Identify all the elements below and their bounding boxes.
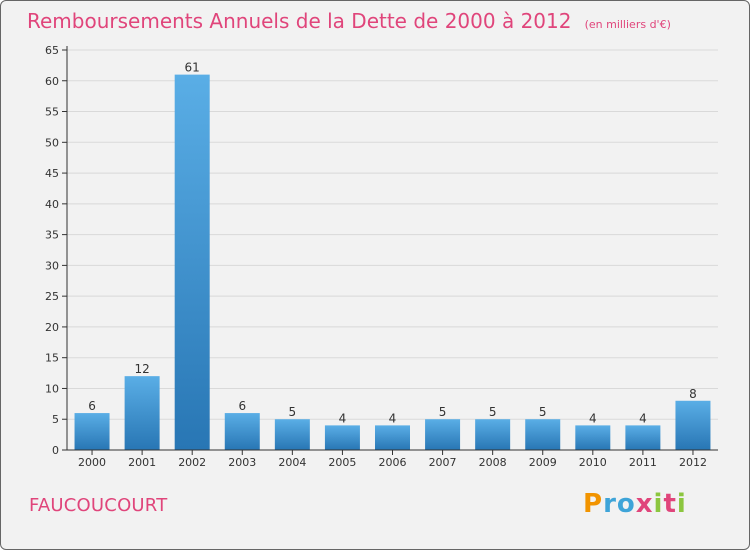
- bar-value-label: 12: [134, 362, 149, 376]
- bar-value-label: 61: [185, 61, 200, 75]
- commune-name: FAUCOUCOURT: [29, 495, 168, 516]
- x-tick-label: 2008: [479, 456, 507, 469]
- bar-value-label: 4: [389, 411, 397, 425]
- bar-value-label: 6: [238, 399, 246, 413]
- y-tick-label: 65: [45, 44, 59, 57]
- y-tick-label: 40: [45, 198, 59, 211]
- logo-letter: r: [603, 489, 617, 519]
- logo-letter: P: [583, 489, 604, 519]
- bar-value-label: 5: [489, 405, 497, 419]
- y-tick-label: 60: [45, 75, 59, 88]
- title-row: Remboursements Annuels de la Dette de 20…: [27, 9, 671, 33]
- x-tick-label: 2012: [679, 456, 707, 469]
- y-tick-label: 30: [45, 259, 59, 272]
- bar-2008: [475, 419, 511, 450]
- bar-value-label: 6: [88, 399, 96, 413]
- bar-2012: [675, 400, 711, 450]
- chart-unit: (en milliers d'€): [584, 18, 671, 31]
- bar-2001: [124, 376, 160, 450]
- bar-2007: [425, 419, 461, 450]
- bar-value-label: 4: [339, 411, 347, 425]
- x-tick-label: 2004: [278, 456, 306, 469]
- x-tick-label: 2011: [629, 456, 657, 469]
- y-tick-label: 50: [45, 136, 59, 149]
- bar-2009: [525, 419, 561, 450]
- bar-value-label: 4: [639, 411, 647, 425]
- bar-2000: [74, 413, 110, 450]
- logo-letter: x: [635, 489, 654, 519]
- bar-2010: [575, 425, 611, 450]
- y-tick-label: 35: [45, 229, 59, 242]
- logo-letter: t: [663, 489, 677, 519]
- chart-title: Remboursements Annuels de la Dette de 20…: [27, 9, 572, 33]
- x-tick-label: 2009: [529, 456, 557, 469]
- y-tick-label: 15: [45, 352, 59, 365]
- bar-2003: [224, 413, 260, 450]
- y-tick-label: 10: [45, 382, 59, 395]
- bar-value-label: 5: [289, 405, 297, 419]
- x-tick-label: 2007: [429, 456, 457, 469]
- x-tick-label: 2001: [128, 456, 156, 469]
- logo-letter: o: [616, 489, 636, 519]
- y-tick-label: 45: [45, 167, 59, 180]
- bar-2004: [274, 419, 310, 450]
- bar-value-label: 5: [439, 405, 447, 419]
- logo-letter: i: [676, 489, 687, 519]
- bar-2002: [174, 74, 210, 450]
- x-tick-label: 2003: [228, 456, 256, 469]
- proxiti-logo: Proxiti: [583, 489, 687, 519]
- logo-letter: i: [653, 489, 664, 519]
- bar-value-label: 8: [689, 387, 697, 401]
- bar-value-label: 5: [539, 405, 547, 419]
- x-tick-label: 2006: [379, 456, 407, 469]
- bar-2006: [375, 425, 410, 450]
- y-tick-label: 25: [45, 290, 59, 303]
- x-tick-label: 2010: [579, 456, 607, 469]
- x-tick-label: 2002: [178, 456, 206, 469]
- bar-value-label: 4: [589, 411, 597, 425]
- bar-2011: [625, 425, 661, 450]
- y-tick-label: 5: [52, 413, 59, 426]
- x-tick-label: 2005: [328, 456, 356, 469]
- bar-2005: [324, 425, 360, 450]
- x-tick-label: 2000: [78, 456, 106, 469]
- y-tick-label: 20: [45, 321, 59, 334]
- y-tick-label: 0: [52, 444, 59, 457]
- y-tick-label: 55: [45, 106, 59, 119]
